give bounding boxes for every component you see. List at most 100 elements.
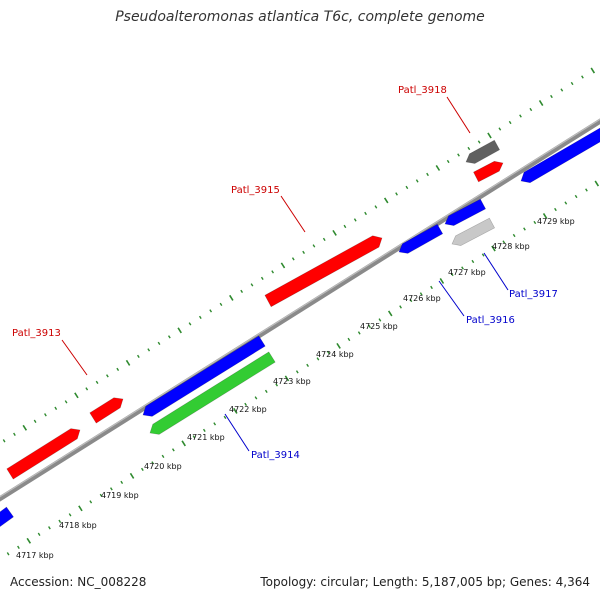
- inner-tick: [439, 277, 445, 284]
- outer-tick: [581, 75, 584, 79]
- outer-tick: [116, 367, 120, 371]
- accession-text: Accession: NC_008228: [10, 575, 147, 589]
- outer-tick: [219, 302, 223, 307]
- inner-tick: [512, 233, 516, 238]
- inner-tick: [502, 240, 506, 244]
- map-title: Pseudoalteromonas atlantica T6c, complet…: [115, 9, 485, 25]
- inner-tick: [491, 245, 496, 252]
- inner-tick: [151, 461, 155, 465]
- inner-tick: [254, 396, 258, 400]
- inner-tick: [461, 266, 464, 270]
- inner-tick: [409, 298, 413, 303]
- outer-tick: [74, 392, 79, 399]
- outer-tick: [508, 120, 512, 125]
- gene-arrow-patl-3913: [89, 397, 124, 424]
- callout-patl-3917: [483, 252, 509, 291]
- inner-tick: [17, 545, 20, 549]
- outer-tick: [467, 146, 471, 151]
- inner-tick: [523, 227, 526, 231]
- inner-tick: [89, 500, 93, 504]
- inner-tick: [574, 194, 578, 199]
- inner-tick: [368, 324, 371, 329]
- inner-tick: [533, 220, 537, 225]
- callout-patl-3913: [61, 339, 88, 376]
- inner-tick: [233, 407, 238, 414]
- inner-tick: [244, 402, 248, 407]
- gene-arrow-patl-3916b: [444, 198, 487, 226]
- gene-arrow-patl-3918: [465, 139, 501, 164]
- outer-tick: [364, 211, 367, 216]
- inner-tick: [387, 310, 393, 317]
- outer-tick: [280, 262, 286, 269]
- genome-backbone: [0, 118, 600, 502]
- inner-tick: [213, 422, 217, 426]
- kbp-label: 4723 kbp: [273, 377, 311, 386]
- inner-tick: [347, 337, 351, 342]
- inner-tick: [110, 487, 113, 491]
- inner-tick: [171, 448, 175, 452]
- outer-tick: [229, 294, 234, 301]
- inner-tick: [26, 537, 32, 544]
- outer-tick: [54, 406, 58, 410]
- outer-tick-ring: [2, 67, 596, 443]
- inner-tick: [585, 188, 588, 192]
- outer-tick: [85, 387, 89, 391]
- outer-tick: [271, 270, 275, 274]
- outer-tick: [550, 94, 553, 99]
- outer-tick: [322, 237, 326, 242]
- outer-tick: [291, 257, 295, 261]
- callout-patl-3915: [280, 195, 306, 233]
- outer-tick: [529, 107, 533, 112]
- inner-tick: [316, 357, 320, 361]
- outer-tick: [353, 218, 357, 222]
- outer-tick: [332, 229, 337, 236]
- outer-tick: [519, 114, 522, 118]
- outer-tick: [426, 172, 429, 177]
- gene-label-patl-3915: Patl_3915: [231, 185, 280, 196]
- inner-tick: [202, 428, 206, 433]
- gene-arrow-patl-3912: [6, 428, 81, 480]
- inner-tick: [564, 201, 568, 205]
- kbp-label: 4728 kbp: [492, 242, 530, 251]
- gene-arrow-patl-3914-rev: [142, 335, 266, 417]
- gene-arrow-reverse-right: [520, 127, 600, 184]
- inner-tick: [326, 350, 330, 355]
- inner-tick: [295, 370, 299, 374]
- outer-tick: [560, 88, 564, 92]
- inner-tick: [430, 285, 433, 290]
- outer-tick: [395, 192, 398, 196]
- outer-tick: [477, 140, 481, 144]
- outer-tick: [157, 341, 161, 346]
- inner-tick: [120, 480, 124, 484]
- inner-tick: [161, 454, 165, 459]
- kbp-label: 4721 kbp: [187, 433, 225, 442]
- inner-tick: [594, 180, 600, 187]
- outer-tick: [44, 413, 47, 417]
- inner-tick: [399, 305, 402, 309]
- outer-tick: [136, 354, 140, 358]
- outer-tick: [22, 424, 28, 431]
- inner-tick: [129, 472, 135, 479]
- inner-tick: [99, 493, 103, 497]
- outer-tick: [570, 81, 574, 86]
- inner-tick: [450, 272, 454, 277]
- outer-tick: [240, 289, 244, 294]
- inner-tick: [181, 440, 186, 447]
- gene-label-patl-3917: Patl_3917: [509, 289, 558, 300]
- outer-tick: [260, 276, 264, 281]
- inner-tick: [306, 363, 310, 368]
- outer-tick: [374, 205, 378, 209]
- topology-text: Topology: circular; Length: 5,187,005 bp…: [260, 575, 590, 589]
- gene-label-patl-3914: Patl_3914: [251, 450, 300, 461]
- inner-tick: [336, 342, 341, 349]
- inner-tick: [275, 383, 279, 387]
- kbp-label: 4718 kbp: [59, 521, 97, 530]
- outer-tick: [95, 380, 99, 384]
- gene-arrow-patl-3916: [398, 223, 444, 254]
- inner-tick: [48, 526, 51, 530]
- callout-patl-3918: [446, 96, 471, 134]
- outer-tick: [446, 159, 450, 164]
- gene-arrow-patl-3917: [451, 217, 496, 246]
- kbp-label: 4722 kbp: [229, 405, 267, 414]
